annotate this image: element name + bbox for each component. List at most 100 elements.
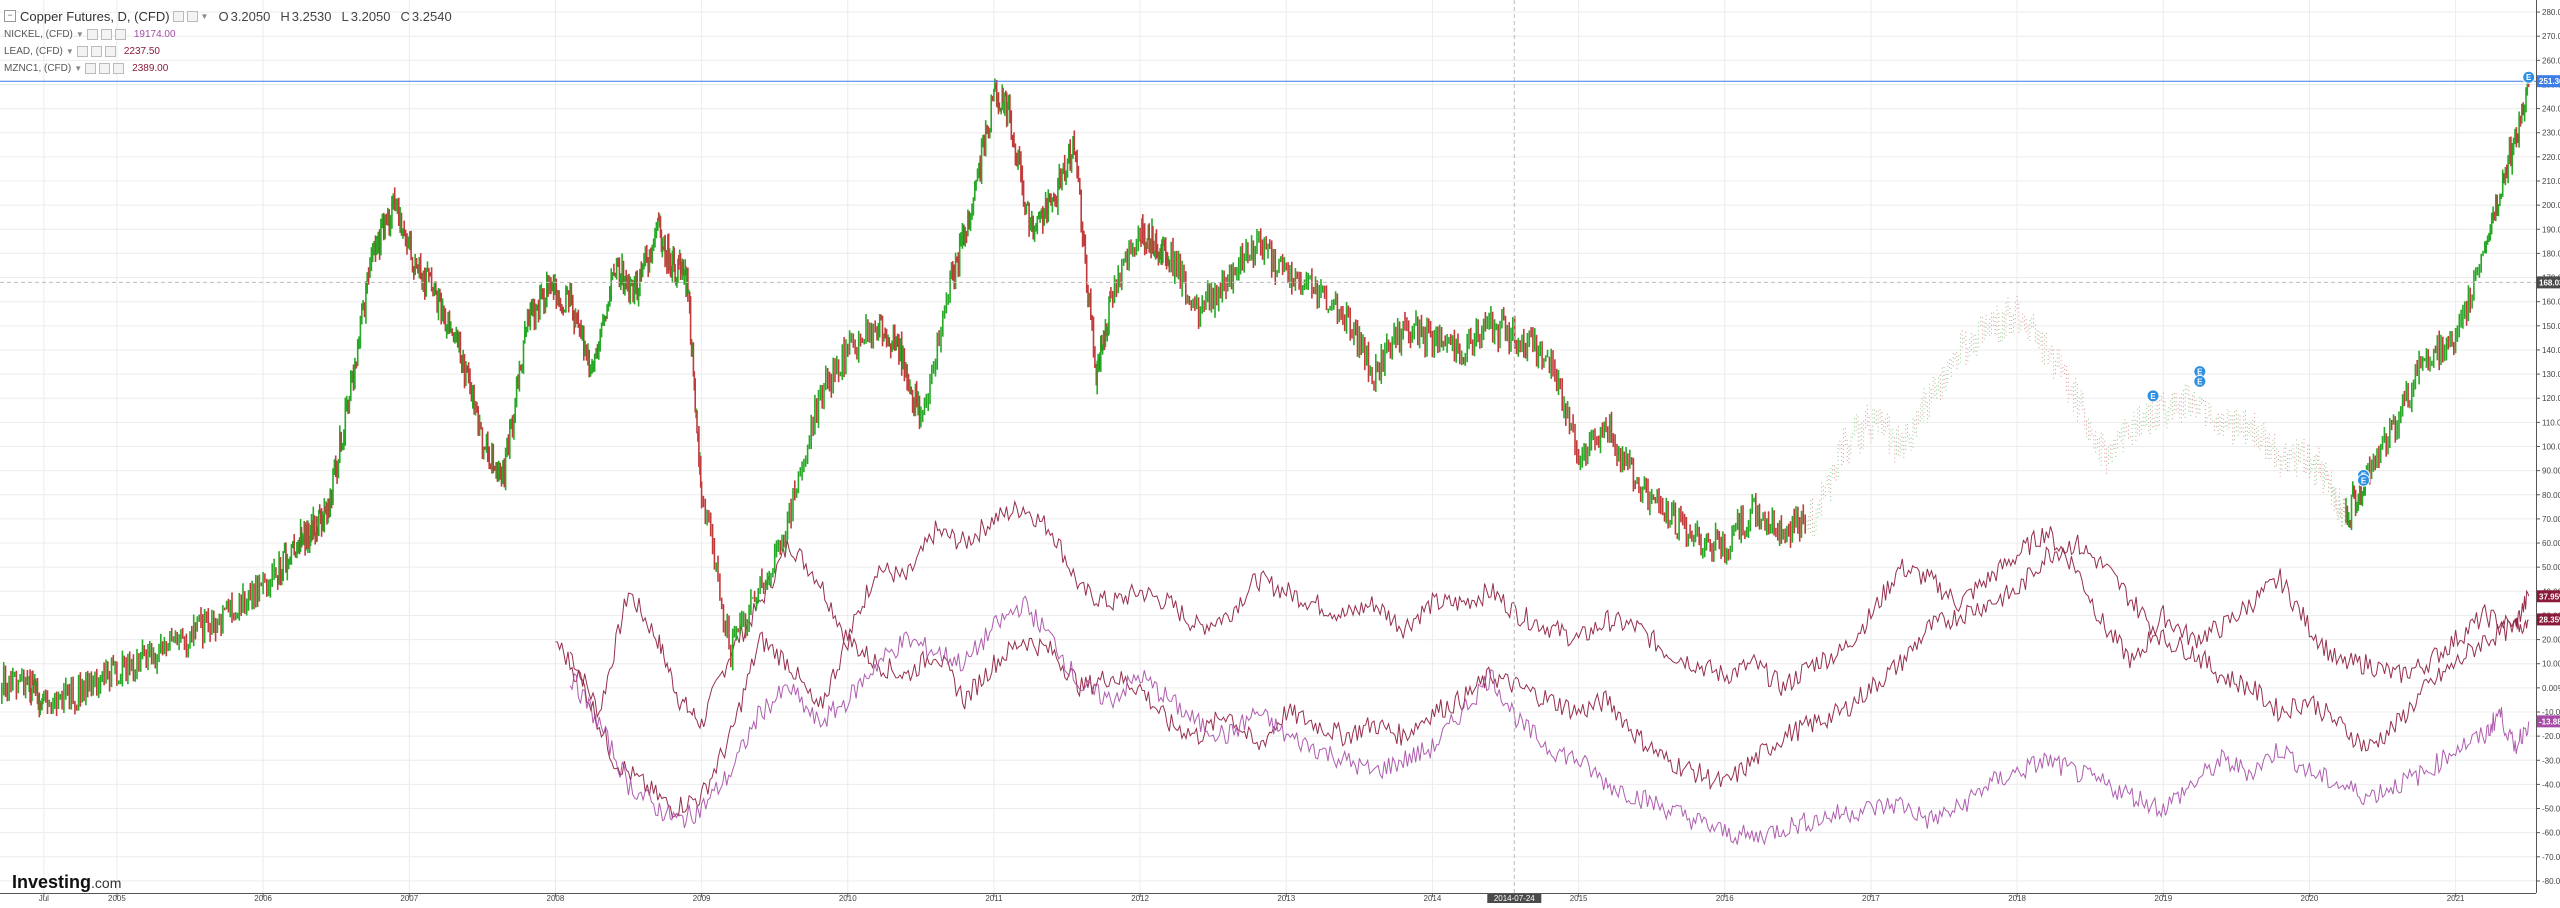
y-tick-label: 190.00% — [2542, 225, 2560, 234]
crosshair-y-label-box — [2537, 276, 2560, 289]
x-tick-label: 2014 — [1424, 894, 1442, 903]
y-tick-label: -50.00% — [2542, 805, 2560, 814]
y-axis-panel — [2536, 0, 2560, 903]
y-tick-label: -70.00% — [2542, 853, 2560, 862]
event-marker-icon — [2357, 473, 2371, 487]
series-end-label-box — [2537, 590, 2560, 603]
x-tick-label: 2012 — [1131, 894, 1149, 903]
x-tick-label: 2010 — [839, 894, 857, 903]
open-label: O — [218, 8, 229, 24]
y-tick-label: 160.00% — [2542, 298, 2560, 307]
legend-overlay-lead[interactable]: LEAD, (CFD) ▼ 2237.50 — [4, 43, 452, 60]
chevron-down-icon[interactable]: ▼ — [65, 47, 74, 56]
event-marker-icon — [2193, 374, 2207, 388]
y-tick-label: 150.00% — [2542, 322, 2560, 331]
y-tick-label: 130.00% — [2542, 370, 2560, 379]
settings-icon[interactable] — [100, 29, 112, 40]
price-tag-label-box — [2537, 75, 2560, 88]
series-copper-candles — [0, 77, 2530, 718]
y-tick-label: 120.00% — [2542, 394, 2560, 403]
remove-icon[interactable] — [113, 63, 125, 74]
crosshair-x-label-box — [1487, 894, 1542, 904]
legend-overlay-nickel[interactable]: NICKEL, (CFD) ▼ 19174.00 — [4, 26, 452, 43]
series-line-nickel — [569, 595, 2530, 846]
x-axis-panel — [0, 893, 2560, 903]
x-tick-label: 2017 — [1862, 894, 1880, 903]
brand-logo[interactable]: Investing.com — [12, 872, 121, 893]
y-tick-label: 10.00% — [2542, 660, 2560, 669]
series-end-label-box — [2537, 613, 2560, 626]
close-value: 3.2540 — [411, 8, 452, 24]
legend-main-row[interactable]: − Copper Futures, D, (CFD) ▼ O 3.2050 H 3.… — [4, 6, 452, 26]
crosshair-x-label: 2014-07-24 — [1494, 894, 1535, 903]
visibility-icon[interactable] — [172, 10, 184, 22]
overlay-lead-name: LEAD, (CFD) — [4, 46, 63, 57]
x-tick-label: 2006 — [254, 894, 272, 903]
y-tick-label: 140.00% — [2542, 346, 2560, 355]
y-tick-label: 200.00% — [2542, 201, 2560, 210]
settings-icon[interactable] — [99, 63, 111, 74]
event-marker-letter: E — [2526, 73, 2532, 82]
y-tick-label: 270.00% — [2542, 32, 2560, 41]
overlay-nickel-value: 19174.00 — [133, 29, 176, 40]
series-end-label: 28.35% — [2539, 615, 2560, 624]
x-tick-label: 2015 — [1570, 894, 1588, 903]
y-tick-label: 80.00% — [2542, 491, 2560, 500]
y-tick-label: -20.00% — [2542, 732, 2560, 741]
x-tick-label: 2013 — [1277, 894, 1295, 903]
y-tick-label: -30.00% — [2542, 756, 2560, 765]
visibility-icon[interactable] — [86, 29, 98, 40]
overlay-nickel-name: NICKEL, (CFD) — [4, 29, 73, 40]
overlay-mznc1-name: MZNC1, (CFD) — [4, 63, 72, 74]
collapse-toggle-icon[interactable]: − — [4, 10, 16, 22]
chevron-down-icon[interactable]: ▼ — [75, 30, 84, 39]
x-tick-label: 2007 — [400, 894, 418, 903]
grid-layer — [0, 0, 2536, 893]
x-tick-label: 2021 — [2447, 894, 2465, 903]
y-tick-label: 220.00% — [2542, 153, 2560, 162]
chevron-down-icon[interactable]: ▼ — [200, 11, 209, 21]
y-tick-label: 210.00% — [2542, 177, 2560, 186]
legend-overlay-mznc1[interactable]: MZNC1, (CFD) ▼ 2389.00 — [4, 60, 452, 77]
chart-legend: − Copper Futures, D, (CFD) ▼ O 3.2050 H 3.… — [4, 6, 452, 77]
chevron-down-icon[interactable]: ▼ — [74, 64, 83, 73]
close-label: C — [400, 8, 410, 24]
overlay-mznc1-value: 2389.00 — [132, 63, 169, 74]
high-label: H — [280, 8, 290, 24]
y-tick-label: -60.00% — [2542, 829, 2560, 838]
event-marker-letter: E — [2361, 476, 2367, 485]
main-series-title: Copper Futures, D, (CFD) — [20, 8, 170, 24]
x-tick-label: 2018 — [2008, 894, 2026, 903]
settings-icon[interactable] — [90, 46, 102, 57]
y-tick-label: 230.00% — [2542, 129, 2560, 138]
x-tick-label: 2008 — [547, 894, 565, 903]
open-value: 3.2050 — [230, 8, 271, 24]
y-tick-label: 180.00% — [2542, 249, 2560, 258]
series-end-label-box — [2537, 715, 2560, 728]
event-marker-icon — [2146, 389, 2160, 403]
series-line-mznc1 — [569, 499, 2530, 730]
remove-icon[interactable] — [104, 46, 116, 57]
low-label: L — [341, 8, 349, 24]
y-tick-label: 100.00% — [2542, 443, 2560, 452]
event-marker-icon — [2522, 70, 2536, 84]
y-tick-label: 90.00% — [2542, 467, 2560, 476]
y-tick-label: 280.00% — [2542, 8, 2560, 17]
y-tick-label: 240.00% — [2542, 105, 2560, 114]
brand-suffix: .com — [91, 875, 122, 891]
visibility-icon[interactable] — [76, 46, 88, 57]
visibility-icon[interactable] — [85, 63, 97, 74]
x-tick-label: Jul — [39, 894, 49, 903]
settings-icon[interactable] — [186, 10, 198, 22]
high-value: 3.2530 — [291, 8, 332, 24]
x-tick-label: 2009 — [693, 894, 711, 903]
x-tick-label: 2020 — [2301, 894, 2319, 903]
series-end-label: -13.88% — [2539, 717, 2560, 726]
brand-name: Investing — [12, 872, 92, 892]
y-tick-label: 20.00% — [2542, 636, 2560, 645]
x-tick-label: 2019 — [2154, 894, 2172, 903]
remove-icon[interactable] — [114, 29, 126, 40]
